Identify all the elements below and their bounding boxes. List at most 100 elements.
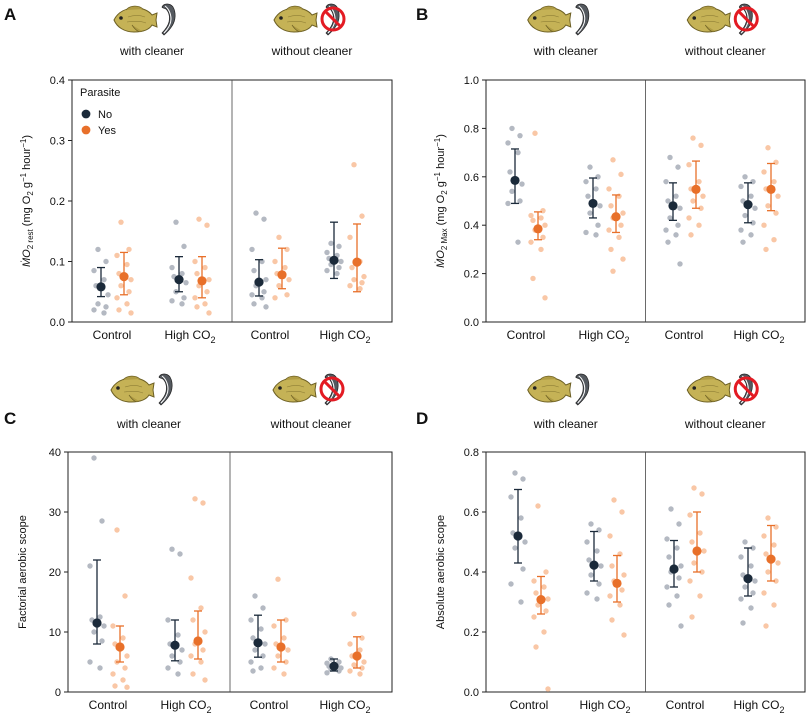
data-point xyxy=(99,638,105,644)
data-point xyxy=(667,154,673,161)
data-point xyxy=(192,258,198,265)
group-no-0 xyxy=(505,125,525,245)
y-tick-label: 0.8 xyxy=(464,123,479,135)
data-point xyxy=(517,198,523,204)
data-point xyxy=(595,222,601,228)
data-point xyxy=(588,521,594,527)
data-point xyxy=(765,203,771,209)
data-point xyxy=(664,584,670,590)
data-point xyxy=(284,292,290,298)
data-point xyxy=(619,509,625,515)
group-no-1 xyxy=(165,546,185,677)
data-point xyxy=(249,246,255,253)
data-point xyxy=(110,671,116,677)
data-point xyxy=(664,536,670,542)
data-point xyxy=(275,653,281,659)
data-point xyxy=(540,207,546,214)
data-point xyxy=(262,641,268,647)
label-part: ṀO xyxy=(435,250,447,268)
data-point xyxy=(114,527,120,533)
label-part: ) xyxy=(21,135,33,139)
data-point xyxy=(597,203,603,209)
group-no-1 xyxy=(583,164,603,238)
label-part: ṀO xyxy=(21,249,33,267)
data-point xyxy=(118,283,124,289)
data-point xyxy=(112,683,118,689)
x-category-label: Control xyxy=(510,698,549,712)
header-without-cleaner: without cleaner xyxy=(684,417,766,431)
data-point xyxy=(124,684,130,690)
x-category-label: High CO2 xyxy=(319,698,370,713)
label-part: Control xyxy=(507,328,546,342)
data-point xyxy=(673,232,679,238)
legend-title: Parasite xyxy=(80,87,120,99)
header-with-cleaner: with cleaner xyxy=(119,44,184,58)
data-point xyxy=(194,270,200,277)
data-point xyxy=(173,219,179,225)
data-point xyxy=(771,602,777,608)
data-point xyxy=(263,304,269,310)
data-point xyxy=(126,246,132,253)
data-point xyxy=(87,659,93,665)
data-point xyxy=(261,289,267,295)
mean-point xyxy=(692,546,702,556)
data-point xyxy=(610,268,616,274)
legend-marker-no xyxy=(81,109,91,119)
data-point xyxy=(752,205,758,211)
label-part: Control xyxy=(666,698,705,712)
label-part: 2 xyxy=(440,190,449,195)
data-point xyxy=(508,494,514,500)
mean-point xyxy=(611,212,621,222)
data-point xyxy=(738,596,744,602)
group-no-2 xyxy=(663,154,683,267)
label-part: 2 xyxy=(207,705,212,713)
data-point xyxy=(533,590,539,596)
data-point xyxy=(585,193,591,199)
label-part: hour xyxy=(21,147,33,172)
data-point xyxy=(607,533,613,539)
data-point xyxy=(192,295,198,301)
label-part: 2 xyxy=(366,335,371,345)
label-part: 2 xyxy=(626,705,631,713)
label-part: ) xyxy=(435,134,447,138)
data-point xyxy=(533,644,539,650)
data-point xyxy=(520,476,526,482)
label-part: High CO xyxy=(578,328,624,342)
data-point xyxy=(175,671,181,677)
mean-point xyxy=(766,554,776,564)
data-point xyxy=(763,551,769,557)
data-point xyxy=(505,200,511,207)
data-point xyxy=(359,279,365,286)
data-point xyxy=(678,563,684,569)
label-part: 2 xyxy=(26,191,35,196)
data-point xyxy=(181,295,187,301)
data-point xyxy=(351,611,357,617)
data-point xyxy=(252,593,258,599)
y-tick-label: 30 xyxy=(49,507,61,519)
data-point xyxy=(771,178,777,185)
data-point xyxy=(351,276,357,283)
data-point xyxy=(190,671,196,677)
data-point xyxy=(686,162,692,168)
x-category-label: Control xyxy=(251,328,290,342)
data-point xyxy=(542,222,548,228)
y-axis-label: ṀO2 Max (mg O2 g−1 hour−1) xyxy=(433,134,449,268)
data-point xyxy=(328,240,334,247)
data-point xyxy=(765,145,771,151)
panel-letter: A xyxy=(4,5,16,24)
label-part: 2 xyxy=(625,335,630,345)
mean-point xyxy=(510,175,520,186)
x-category-label: High CO2 xyxy=(160,698,211,713)
data-point xyxy=(699,569,705,575)
data-point xyxy=(750,178,756,185)
x-category-label: Control xyxy=(250,698,289,712)
data-point xyxy=(535,503,541,509)
data-point xyxy=(761,533,767,539)
cleaner-wrasse-icon xyxy=(575,373,590,406)
data-point xyxy=(177,551,183,557)
data-point xyxy=(515,149,521,156)
data-point xyxy=(105,292,111,298)
data-point xyxy=(688,232,694,238)
